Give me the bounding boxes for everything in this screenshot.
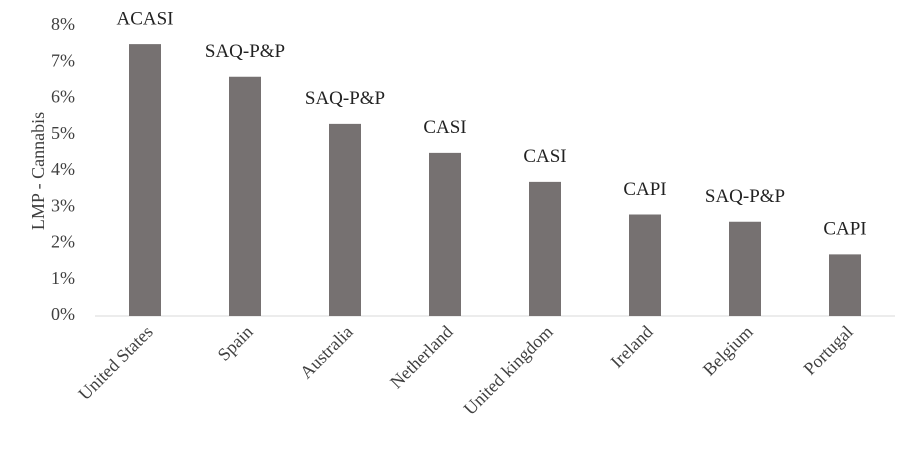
bar-annotation: ACASI xyxy=(116,8,173,29)
y-tick-label: 7% xyxy=(51,50,75,70)
y-tick-label: 0% xyxy=(51,304,75,324)
y-tick-label: 2% xyxy=(51,232,75,252)
y-axis-label: LMP - Cannabis xyxy=(28,112,48,230)
x-tick-label: Belgium xyxy=(699,322,757,380)
bar xyxy=(129,44,161,316)
bar xyxy=(629,214,661,316)
y-tick-label: 4% xyxy=(51,159,75,179)
bar-annotation: CAPI xyxy=(823,219,866,240)
bar-annotation: CASI xyxy=(523,146,566,167)
bar-annotation: CASI xyxy=(423,117,466,138)
x-tick-label: Spain xyxy=(214,322,257,365)
bar xyxy=(729,221,761,316)
y-tick-label: 8% xyxy=(51,14,75,34)
bar xyxy=(429,152,461,316)
x-tick-label: Netherland xyxy=(386,322,457,393)
x-tick-label: Ireland xyxy=(607,322,657,372)
x-tick-label: Portugal xyxy=(799,322,856,379)
y-tick-label: 3% xyxy=(51,195,75,215)
y-tick-label: 5% xyxy=(51,123,75,143)
bar-annotation: SAQ-P&P xyxy=(205,41,285,62)
x-tick-label: United kingdom xyxy=(460,322,557,419)
bar-annotation: CAPI xyxy=(623,179,666,200)
bar-annotation: SAQ-P&P xyxy=(305,88,385,109)
bar-annotation: SAQ-P&P xyxy=(705,186,785,207)
bar xyxy=(329,123,361,316)
x-tick-label: Australia xyxy=(296,322,357,383)
y-tick-label: 6% xyxy=(51,87,75,107)
bar xyxy=(829,254,861,316)
y-tick-label: 1% xyxy=(51,268,75,288)
bar xyxy=(229,76,261,316)
x-tick-label: United States xyxy=(74,322,156,404)
bar xyxy=(529,181,561,316)
